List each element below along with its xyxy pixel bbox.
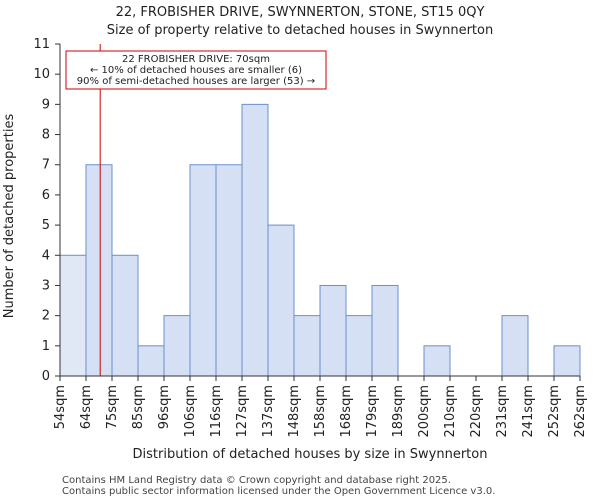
x-tick-label: 241sqm	[521, 385, 536, 438]
x-axis-label: Distribution of detached houses by size …	[133, 447, 488, 462]
bar-96sqm	[163, 315, 191, 377]
annotation-line-3: 90% of semi-detached houses are larger (…	[77, 76, 315, 87]
bar-148sqm	[293, 315, 321, 377]
bar-64sqm	[85, 164, 113, 377]
x-tick-label: 231sqm	[495, 385, 510, 438]
y-tick-label: 3	[42, 278, 50, 293]
x-tick-label: 210sqm	[443, 385, 458, 438]
x-tick-label: 158sqm	[313, 385, 328, 438]
x-tick-label: 64sqm	[79, 385, 94, 429]
x-tick-label: 179sqm	[365, 385, 380, 438]
y-tick-label: 4	[42, 248, 50, 263]
y-tick-label: 6	[42, 188, 50, 203]
y-tick-label: 2	[42, 309, 50, 324]
x-tick-label: 116sqm	[209, 385, 224, 438]
y-tick-label: 11	[33, 37, 50, 52]
x-tick-label: 127sqm	[235, 385, 250, 438]
x-tick-label: 96sqm	[157, 385, 172, 429]
x-tick-label: 85sqm	[131, 385, 146, 429]
bar-75sqm	[111, 254, 139, 377]
x-tick-label: 75sqm	[105, 385, 120, 429]
x-tick-label: 200sqm	[417, 385, 432, 438]
annotation-box: 22 FROBISHER DRIVE: 70sqm ← 10% of detac…	[65, 50, 327, 90]
bar-127sqm	[241, 103, 269, 377]
x-tick-label: 220sqm	[469, 385, 484, 438]
annotation-box-border	[65, 50, 327, 90]
footer-line-2: Contains public sector information licen…	[62, 486, 495, 497]
annotation-line-1: 22 FROBISHER DRIVE: 70sqm	[122, 54, 270, 65]
chart-subtitle: Size of property relative to detached ho…	[107, 23, 493, 38]
x-tick-label: 252sqm	[547, 385, 562, 438]
x-tick-label: 189sqm	[391, 385, 406, 438]
bar-54sqm	[59, 254, 87, 377]
annotation-line-2: ← 10% of detached houses are smaller (6)	[90, 65, 302, 76]
footer-line-1: Contains HM Land Registry data © Crown c…	[62, 475, 451, 486]
y-axis-label: Number of detached properties	[2, 114, 17, 319]
y-tick-label: 1	[42, 339, 50, 354]
y-tick-label: 5	[42, 218, 50, 233]
bar-179sqm	[371, 284, 399, 377]
bar-252sqm	[553, 345, 581, 377]
x-tick-label: 54sqm	[53, 385, 68, 429]
x-axis-ticks: 54sqm 64sqm 75sqm 85sqm 96sqm 106sqm 116sqm 127…	[53, 376, 588, 438]
x-tick-label: 262sqm	[573, 385, 588, 438]
bar-168sqm	[345, 315, 373, 377]
bar-137sqm	[267, 224, 295, 377]
x-tick-label: 148sqm	[287, 385, 302, 438]
bar-106sqm	[189, 164, 217, 377]
x-tick-label: 168sqm	[339, 385, 354, 438]
y-axis-ticks: 0 1 2 3 4 5 6 7 8 9 10 11	[33, 37, 60, 384]
bar-158sqm	[319, 284, 347, 377]
y-tick-label: 9	[42, 97, 50, 112]
x-tick-label: 137sqm	[261, 385, 276, 438]
y-tick-label: 0	[42, 369, 50, 384]
bar-231sqm	[501, 315, 529, 377]
x-tick-label: 106sqm	[183, 385, 198, 438]
y-tick-label: 10	[33, 67, 50, 82]
bar-116sqm	[215, 164, 243, 377]
chart-title: 22, FROBISHER DRIVE, SWYNNERTON, STONE, …	[116, 5, 485, 20]
bar-200sqm	[423, 345, 451, 377]
y-tick-label: 8	[42, 128, 50, 143]
y-tick-label: 7	[42, 158, 50, 173]
bar-85sqm	[137, 345, 165, 377]
bars-group	[59, 103, 581, 377]
